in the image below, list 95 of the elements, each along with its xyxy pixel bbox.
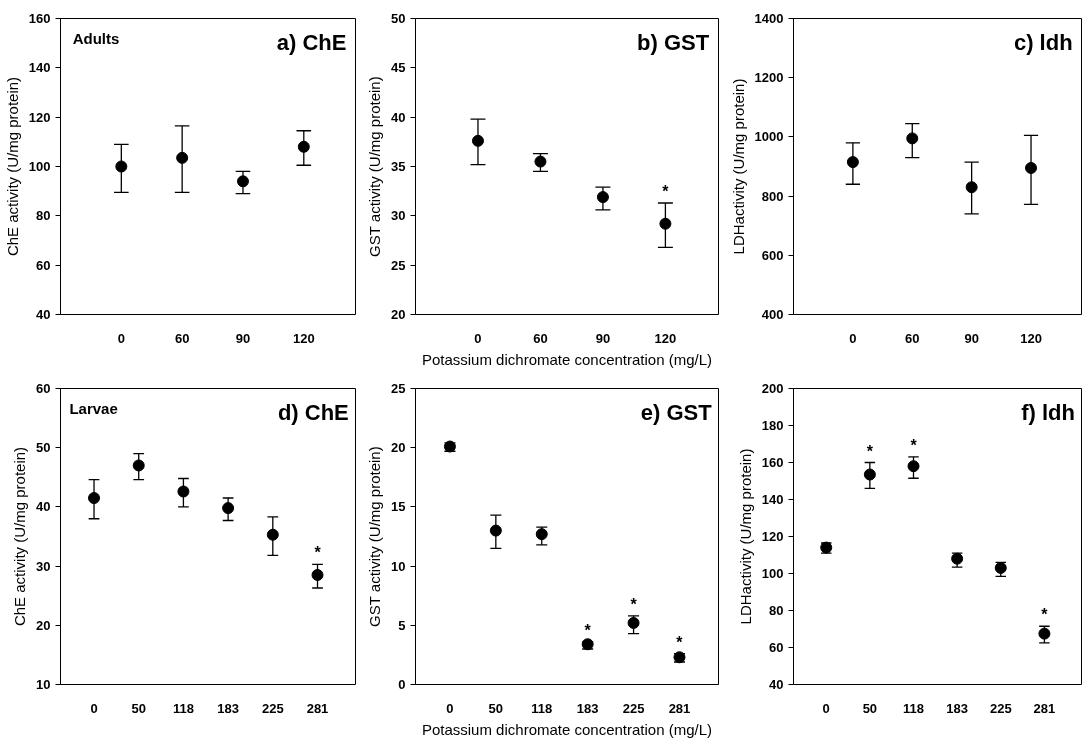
y-axis-title: LDHactivity (U/mg protein) bbox=[729, 78, 747, 255]
annotation: * bbox=[910, 436, 918, 454]
annotation: * bbox=[584, 621, 592, 639]
y-tick-label: 40 bbox=[769, 677, 784, 692]
y-tick-label: 600 bbox=[761, 247, 784, 263]
y-tick-label: 30 bbox=[36, 558, 51, 574]
x-tick-label: 281 bbox=[306, 700, 329, 716]
annotation: * bbox=[314, 544, 322, 562]
y-axis-title: ChE activity (U/mg protein) bbox=[3, 76, 21, 257]
y-tick-label: 800 bbox=[761, 188, 784, 204]
y-tick-label: 45 bbox=[391, 60, 406, 76]
annotation: * bbox=[676, 633, 684, 651]
y-tick-label: 80 bbox=[36, 208, 51, 224]
y-tick-label: 50 bbox=[391, 11, 406, 26]
y-tick-label: 400 bbox=[761, 307, 784, 322]
annotation: * bbox=[866, 442, 874, 460]
y-tick-label: 20 bbox=[391, 307, 406, 322]
y-tick-label: 80 bbox=[769, 603, 784, 618]
text: c) ldh bbox=[1013, 30, 1073, 56]
y-tick-label: 120 bbox=[761, 529, 784, 544]
y-tick-label: 1000 bbox=[754, 129, 784, 145]
x-tick-label: 90 bbox=[235, 330, 251, 346]
x-tick-label: 0 bbox=[474, 330, 482, 346]
y-tick-label: 100 bbox=[761, 566, 784, 581]
y-tick-label: 40 bbox=[36, 499, 51, 515]
x-tick-label: 90 bbox=[964, 330, 979, 346]
y-tick-label: 60 bbox=[36, 381, 51, 396]
y-tick-label: 20 bbox=[391, 440, 406, 456]
y-tick-label: 50 bbox=[36, 440, 51, 456]
y-tick-label: 120 bbox=[28, 109, 51, 125]
y-tick-label: 180 bbox=[761, 418, 784, 433]
y-tick-label: 200 bbox=[761, 381, 784, 396]
x-tick-label: 0 bbox=[90, 700, 98, 716]
x-tick-label: 120 bbox=[292, 330, 315, 346]
annotation: * bbox=[1041, 606, 1049, 624]
y-tick-label: 20 bbox=[36, 617, 51, 633]
y-tick-label: 100 bbox=[28, 159, 51, 174]
annotation: Adults bbox=[72, 30, 120, 48]
x-tick-label: 0 bbox=[849, 330, 857, 346]
x-axis-title: Potassium dichromate concentration (mg/L) bbox=[421, 720, 713, 738]
y-tick-label: 0 bbox=[398, 677, 406, 692]
x-tick-label: 0 bbox=[117, 330, 125, 346]
text: b) GST bbox=[637, 30, 710, 56]
x-tick-label: 60 bbox=[174, 330, 190, 346]
annotation: * bbox=[662, 183, 670, 201]
text: e) GST bbox=[640, 400, 713, 426]
x-tick-label: 225 bbox=[989, 700, 1012, 716]
x-tick-label: 118 bbox=[903, 700, 924, 716]
x-tick-label: 225 bbox=[261, 700, 284, 716]
y-tick-label: 60 bbox=[36, 257, 51, 273]
x-tick-label: 50 bbox=[488, 700, 504, 716]
x-tick-label: 225 bbox=[622, 700, 645, 716]
x-tick-label: 50 bbox=[862, 700, 878, 716]
x-tick-label: 183 bbox=[217, 700, 239, 716]
y-tick-label: 1400 bbox=[754, 11, 784, 26]
y-tick-label: 40 bbox=[36, 307, 51, 322]
x-axis-title: Potassium dichromate concentration (mg/L) bbox=[421, 350, 713, 368]
y-tick-label: 10 bbox=[36, 677, 51, 692]
x-tick-label: 281 bbox=[1033, 700, 1056, 716]
y-tick-label: 160 bbox=[761, 455, 784, 470]
y-axis-title: LDHactivity (U/mg protein) bbox=[736, 448, 754, 625]
x-tick-label: 183 bbox=[946, 700, 968, 716]
y-axis-title: ChE activity (U/mg protein) bbox=[11, 446, 29, 627]
y-tick-label: 60 bbox=[769, 640, 784, 655]
y-tick-label: 140 bbox=[28, 60, 51, 76]
x-tick-label: 120 bbox=[1020, 330, 1042, 346]
x-tick-label: 118 bbox=[172, 700, 194, 716]
y-tick-label: 160 bbox=[28, 11, 51, 26]
text: a) ChE bbox=[276, 30, 347, 56]
x-tick-label: 281 bbox=[668, 700, 691, 716]
text: f) ldh bbox=[1021, 400, 1075, 426]
x-tick-label: 50 bbox=[131, 700, 146, 716]
y-tick-label: 10 bbox=[391, 558, 406, 574]
text: d) ChE bbox=[277, 400, 349, 426]
y-tick-label: 25 bbox=[391, 381, 406, 396]
x-tick-label: 90 bbox=[595, 330, 611, 346]
y-tick-label: 30 bbox=[391, 208, 406, 224]
x-tick-label: 0 bbox=[446, 700, 454, 716]
x-tick-label: 118 bbox=[531, 700, 553, 716]
x-tick-label: 120 bbox=[654, 330, 677, 346]
x-tick-label: 60 bbox=[533, 330, 548, 346]
y-axis-title: GST activity (U/mg protein) bbox=[366, 446, 384, 627]
y-tick-label: 5 bbox=[398, 617, 406, 633]
x-tick-label: 183 bbox=[576, 700, 599, 716]
y-tick-label: 40 bbox=[391, 109, 406, 125]
annotation: Larvae bbox=[69, 400, 118, 418]
x-tick-label: 0 bbox=[822, 700, 830, 716]
y-tick-label: 140 bbox=[761, 492, 784, 507]
y-axis-title: GST activity (U/mg protein) bbox=[366, 76, 384, 257]
annotation: * bbox=[630, 595, 638, 613]
y-tick-label: 1200 bbox=[754, 70, 784, 86]
y-tick-label: 15 bbox=[391, 499, 406, 515]
x-tick-label: 60 bbox=[905, 330, 920, 346]
y-tick-label: 25 bbox=[391, 257, 406, 273]
y-tick-label: 35 bbox=[391, 159, 406, 174]
